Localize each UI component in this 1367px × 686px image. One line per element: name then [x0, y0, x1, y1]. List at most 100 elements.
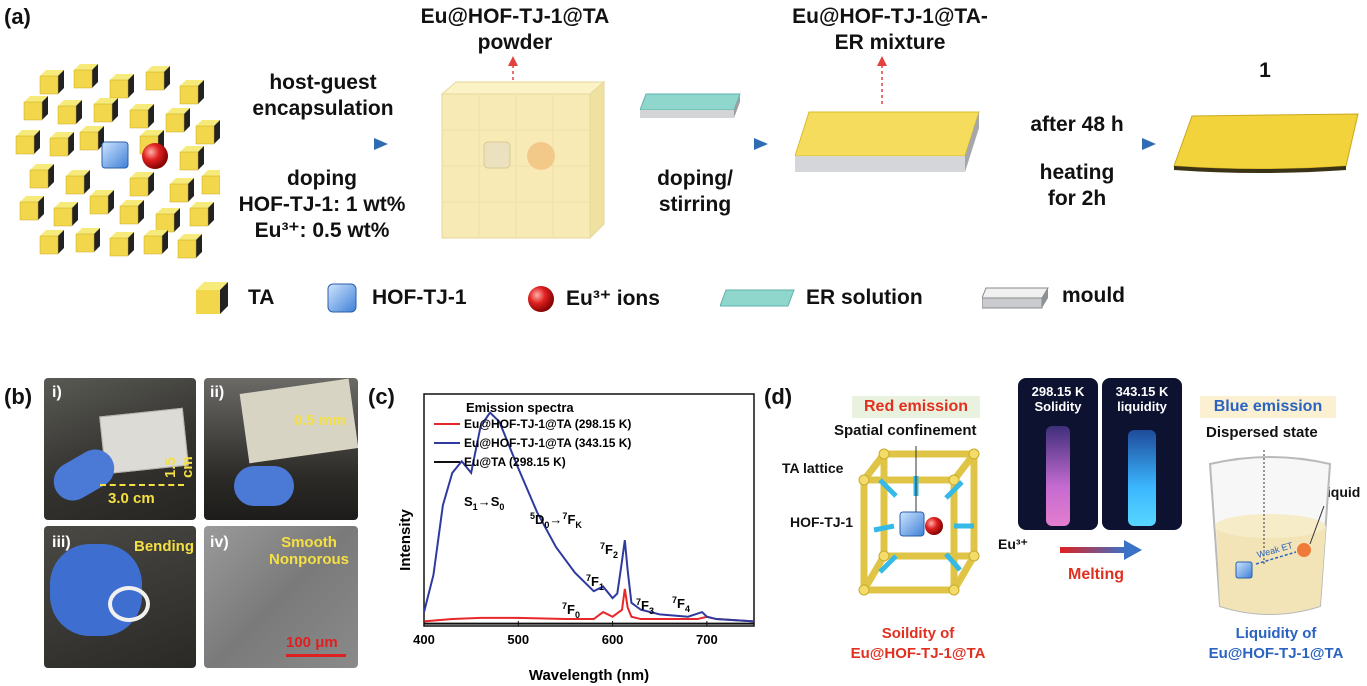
legend-eu-icon: [528, 286, 554, 312]
ta-cube: [49, 131, 75, 157]
eu-ion-sphere: [142, 143, 168, 169]
annot-s1s0: S1→S0: [464, 494, 504, 512]
ta-cube-cluster: [15, 63, 220, 259]
panel-d-label: (d): [764, 384, 793, 409]
legend-mould-icon: [982, 287, 1049, 309]
mixture-emission-arrow: [877, 56, 887, 104]
legend-eu-label: Eu³⁺ ions: [566, 287, 660, 310]
beaker: Weak ET: [1208, 450, 1332, 615]
ta-cube: [93, 97, 119, 123]
er-solution-slab: [640, 93, 741, 118]
photo-i: i) 3.0 cm 1.5 cm: [44, 378, 196, 520]
vial-liquid-temp: 343.15 K: [1115, 384, 1169, 399]
ta-cube: [177, 233, 203, 259]
ta-cube: [143, 229, 169, 255]
annot-f0: 7F0: [562, 601, 580, 620]
eu-label: Eu³⁺: [998, 536, 1028, 552]
hof-tj-1-cube: [101, 141, 129, 169]
step1-line4: HOF-TJ-1: 1 wt%: [238, 193, 406, 216]
red-emission-label: Red emission: [863, 398, 969, 415]
legend-ta-label: TA: [248, 286, 275, 309]
solid-caption-line2: Eu@HOF-TJ-1@TA: [850, 645, 986, 662]
step1-arrow: [250, 138, 388, 150]
blue-emission-label: Blue emission: [1213, 398, 1323, 415]
solid-caption: Soildity of Eu@HOF-TJ-1@TA: [838, 624, 998, 664]
step1-text-top: host-guest encapsulation: [228, 70, 418, 122]
photo-ii-label: ii): [210, 384, 225, 401]
legend-hof-icon: [327, 283, 357, 313]
melting-label: Melting: [1068, 566, 1124, 583]
ta-cube: [19, 195, 45, 221]
photo-iv-caption-line1: Smooth: [281, 534, 337, 551]
step1-line1: host-guest: [269, 71, 377, 94]
step2-text: doping/ stirring: [625, 166, 765, 218]
product-label: 1: [1259, 59, 1271, 82]
panel-b-label: (b): [4, 384, 33, 409]
legend-entry-3: Eu@TA (298.15 K): [464, 455, 566, 469]
mixture-title-line2: ER mixture: [834, 31, 946, 54]
solid-caption-line1: Soildity of: [881, 625, 955, 642]
step1-line3: doping: [287, 167, 357, 190]
legend-er-icon: [720, 289, 795, 307]
chart-xlabel: Wavelength (nm): [529, 667, 649, 684]
photo-iv-label: iv): [210, 534, 229, 551]
step3-line3: for 2h: [1047, 187, 1107, 210]
step2-line2: stirring: [658, 193, 732, 216]
ta-cube: [155, 207, 181, 233]
red-emission-box: [852, 396, 980, 418]
ta-cube: [57, 99, 83, 125]
hof-label: HOF-TJ-1: [790, 514, 853, 530]
chart-ylabel: Intensity: [397, 509, 414, 571]
chart-legend-title: Emission spectra: [466, 400, 574, 415]
annot-d0fk: 5D0→7FK: [530, 511, 582, 530]
ta-cube: [145, 65, 171, 91]
ta-cube: [73, 63, 99, 89]
step3-text-bottom: heating for 2h: [1002, 160, 1152, 212]
vial-photo-solid: 298.15 K Solidity: [1018, 378, 1098, 530]
legend-hof-label: HOF-TJ-1: [372, 286, 467, 309]
legend-entry-1: Eu@HOF-TJ-1@TA (298.15 K): [464, 417, 631, 431]
ta-cube: [195, 119, 220, 145]
step3-text-top: after 48 h: [1002, 112, 1152, 138]
legend-entry-2: Eu@HOF-TJ-1@TA (343.15 K): [464, 436, 631, 450]
step3-line1: after 48 h: [1030, 113, 1124, 136]
step2-line1: doping/: [657, 167, 733, 190]
spatial-confinement-label: Spatial confinement: [834, 422, 977, 439]
ta-cube: [165, 107, 191, 133]
liquid-caption-line2: Eu@HOF-TJ-1@TA: [1208, 645, 1344, 662]
legend-er-label: ER solution: [806, 286, 923, 309]
annot-f3: 7F3: [636, 597, 654, 616]
ta-cube: [65, 169, 91, 195]
emission-spectrum-chart: Intensity Wavelength (nm) Emission spect…: [397, 393, 755, 684]
annot-f4: 7F4: [672, 595, 690, 614]
step2-arrow: [630, 138, 768, 150]
melting-arrow: [1060, 540, 1142, 560]
photo-i-height: 1.5 cm: [162, 456, 196, 478]
product-film: [1173, 113, 1359, 173]
blue-emission-box: [1200, 396, 1336, 418]
photo-ii-thickness: 0.5 mm: [294, 412, 346, 429]
photo-iv-caption: Smooth Nonporous: [264, 534, 354, 568]
ta-cube: [119, 199, 145, 225]
powder-title-line1: Eu@HOF-TJ-1@TA: [420, 5, 610, 28]
ta-cube: [169, 177, 195, 203]
step1-line5: Eu³⁺: 0.5 wt%: [254, 219, 390, 242]
step1-text-bottom: doping HOF-TJ-1: 1 wt% Eu³⁺: 0.5 wt%: [222, 166, 422, 244]
dispersed-label: Dispersed state: [1206, 424, 1318, 441]
photo-ii: ii) 0.5 mm: [204, 378, 358, 520]
step3-line2: heating: [1039, 161, 1115, 184]
photo-iv-caption-line2: Nonporous: [269, 551, 349, 568]
x-tick-label-600: 600: [602, 632, 624, 647]
step1-line2: encapsulation: [252, 97, 394, 120]
x-tick-label-700: 700: [696, 632, 718, 647]
ta-cube: [79, 125, 105, 151]
ta-cube: [109, 231, 135, 257]
panel-a-label: (a): [4, 4, 31, 29]
annot-f2: 7F2: [600, 541, 618, 560]
liquid-caption-line1: Liquidity of: [1235, 625, 1317, 642]
vial-photo-solid-text: 298.15 K Solidity: [1018, 384, 1098, 414]
photo-iv: iv) Smooth Nonporous 100 μm: [204, 526, 358, 668]
annot-f1: 7F1: [586, 573, 604, 592]
panel-c-label: (c): [368, 384, 395, 409]
ta-cube: [109, 73, 135, 99]
